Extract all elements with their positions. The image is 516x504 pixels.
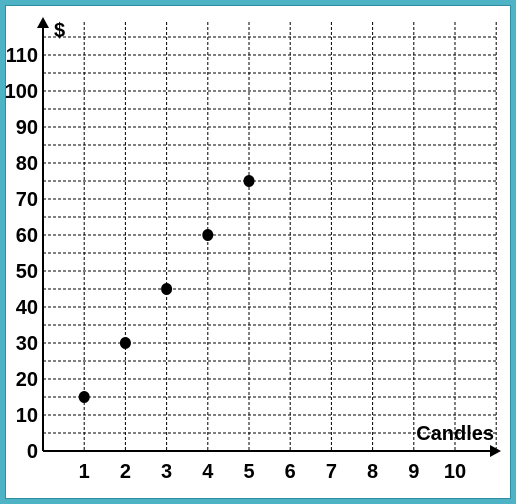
y-tick-label: 80 [16, 153, 38, 175]
chart-frame [5, 5, 511, 499]
data-point [243, 175, 255, 187]
x-tick-label: 10 [444, 461, 466, 483]
x-tick-label: 8 [367, 461, 378, 483]
y-axis-label: $ [54, 20, 65, 42]
y-tick-label: 0 [27, 441, 38, 463]
x-tick-label: 7 [326, 461, 337, 483]
y-tick-label: 50 [16, 261, 38, 283]
x-tick-label: 9 [408, 461, 419, 483]
x-axis-label: Candles [416, 423, 494, 445]
x-tick-label: 1 [79, 461, 90, 483]
data-point [78, 391, 90, 403]
y-tick-label: 10 [16, 405, 38, 427]
y-tick-label: 110 [6, 45, 38, 67]
data-points [78, 175, 255, 403]
y-tick-label: 70 [16, 189, 38, 211]
y-tick-label: 60 [16, 225, 38, 247]
grid-lines [43, 22, 498, 451]
y-tick-labels: 0 10 20 30 40 50 60 70 80 90 100 110 [5, 45, 38, 463]
y-tick-label: 30 [16, 333, 38, 355]
y-tick-label: 40 [16, 297, 38, 319]
x-tick-labels: 1 2 3 4 5 6 7 8 9 10 [79, 461, 466, 483]
x-tick-label: 4 [202, 461, 214, 483]
y-tick-label: 90 [16, 117, 38, 139]
data-point [202, 229, 214, 241]
data-point [161, 283, 173, 295]
x-tick-label: 5 [243, 461, 254, 483]
y-tick-label: 20 [16, 369, 38, 391]
x-tick-label: 3 [161, 461, 172, 483]
x-axis-arrow [490, 445, 501, 457]
x-tick-label: 2 [120, 461, 131, 483]
x-tick-label: 6 [285, 461, 296, 483]
y-tick-label: 100 [5, 81, 38, 103]
data-point [119, 337, 131, 349]
axes [37, 17, 501, 457]
y-axis-arrow [37, 17, 49, 28]
